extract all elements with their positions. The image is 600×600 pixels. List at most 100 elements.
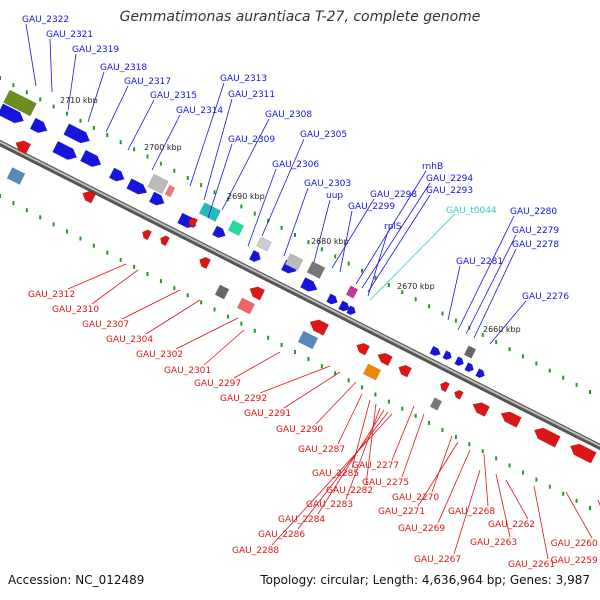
leader-line xyxy=(361,182,431,289)
tick-mark xyxy=(66,229,69,234)
leader-line xyxy=(505,479,529,520)
tick-mark xyxy=(320,247,323,252)
tick-mark xyxy=(468,442,471,447)
tick-mark xyxy=(146,154,149,159)
gene-label: GAU_2270 xyxy=(392,493,439,503)
tick-mark xyxy=(401,290,404,295)
tick-mark xyxy=(79,118,82,123)
gene-label: GAU_2275 xyxy=(362,478,409,488)
plus-gene-arrow xyxy=(454,356,464,367)
leader-line xyxy=(317,409,385,515)
gene-label: GAU_2303 xyxy=(304,179,351,189)
leader-line xyxy=(313,199,331,263)
gene-label: GAU_2277 xyxy=(352,461,399,471)
gene-label: rnhB xyxy=(422,162,443,172)
leader-line xyxy=(297,411,389,530)
tick-mark xyxy=(508,463,511,468)
leader-line xyxy=(473,248,517,339)
tick-mark xyxy=(535,361,538,366)
gene-label: GAU_2263 xyxy=(470,538,517,548)
leader-line xyxy=(369,213,456,301)
tick-mark xyxy=(267,335,270,340)
minus-gene-arrow xyxy=(199,257,212,270)
tick-mark xyxy=(280,225,283,230)
leader-line xyxy=(483,453,489,507)
gene-label: GAU_2308 xyxy=(265,110,312,120)
tick-mark xyxy=(12,83,15,88)
gene-label: GAU_2297 xyxy=(194,379,241,389)
gene-label: GAU_2278 xyxy=(512,240,559,250)
tick-mark xyxy=(428,304,431,309)
gene-label: GAU_2299 xyxy=(348,202,395,212)
leader-line xyxy=(391,405,415,461)
leader-line xyxy=(105,85,129,133)
plus-gene-arrow xyxy=(212,225,226,239)
tick-mark xyxy=(347,378,350,383)
gene-label: GAU_2284 xyxy=(278,515,325,525)
gene-features xyxy=(0,89,597,464)
leader-line xyxy=(247,168,277,247)
minus-gene-arrow xyxy=(440,381,450,393)
tick-mark xyxy=(52,222,55,227)
backbone-highlight xyxy=(0,140,600,448)
tick-mark xyxy=(25,90,28,95)
gene-label: GAU_2288 xyxy=(232,546,279,556)
minus-gene-arrow xyxy=(454,389,464,400)
tick-mark xyxy=(25,208,28,213)
gene-label: GAU_2281 xyxy=(456,257,503,267)
feature-block xyxy=(429,397,443,411)
leader-line xyxy=(203,98,233,201)
leader-line xyxy=(533,485,549,560)
gene-label: GAU_2259 xyxy=(551,556,598,566)
minus-gene-arrow xyxy=(309,319,330,336)
leader-line xyxy=(565,491,593,539)
leader-line xyxy=(283,371,341,409)
gene-label: GAU_2291 xyxy=(244,409,291,419)
feature-block xyxy=(345,285,359,299)
leader-line xyxy=(67,263,127,290)
gene-label: GAU_2294 xyxy=(426,174,473,184)
leader-line xyxy=(447,265,461,321)
minus-gene-arrow xyxy=(500,411,522,428)
tick-mark xyxy=(159,161,162,166)
gene-label: GAU_2302 xyxy=(136,350,183,360)
tick-mark xyxy=(119,140,122,145)
leader-line xyxy=(417,441,459,507)
tick-mark xyxy=(200,183,203,188)
tick-mark xyxy=(52,104,55,109)
tick-mark xyxy=(240,321,243,326)
gene-label: GAU_2312 xyxy=(28,290,75,300)
leader-line xyxy=(367,194,431,293)
gene-label: GAU_2261 xyxy=(508,560,555,570)
feature-block xyxy=(214,284,230,300)
accession-text: Accession: NC_012489 xyxy=(8,573,145,587)
tick-mark xyxy=(294,233,296,237)
label-leader-lines xyxy=(25,23,600,560)
leader-line xyxy=(339,210,353,273)
tick-mark xyxy=(133,147,136,152)
minus-gene-arrow xyxy=(377,352,393,366)
tick-mark xyxy=(562,491,565,496)
tick-mark xyxy=(575,382,578,387)
gene-label: GAU_2309 xyxy=(228,135,275,145)
gene-label: GAU_2306 xyxy=(272,160,319,170)
tick-mark xyxy=(589,506,591,510)
tick-mark xyxy=(374,392,377,397)
plus-gene-arrow xyxy=(63,123,90,144)
tick-mark xyxy=(441,428,444,432)
feature-block xyxy=(3,89,37,117)
minus-gene-arrow xyxy=(15,140,32,155)
tick-mark xyxy=(401,406,404,411)
minus-gene-arrow xyxy=(472,402,490,417)
gene-label: GAU_2319 xyxy=(72,45,119,55)
scale-label: 2690 kbp xyxy=(227,192,265,201)
gene-label: GAU_2276 xyxy=(522,292,569,302)
feature-block xyxy=(362,363,382,381)
plus-gene-arrow xyxy=(346,305,356,316)
plus-gene-arrow xyxy=(300,277,318,292)
map-title: Gemmatimonas aurantiaca T-27, complete g… xyxy=(119,9,481,25)
leader-line xyxy=(207,143,233,219)
gene-label: uup xyxy=(326,191,343,201)
